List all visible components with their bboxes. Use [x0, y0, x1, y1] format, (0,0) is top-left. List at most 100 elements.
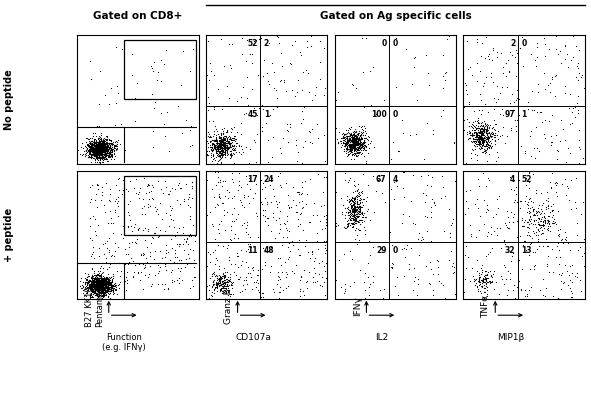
Point [90, 279, 100, 285]
Point [344, 136, 353, 142]
Point [95, 147, 105, 153]
Point [278, 287, 288, 293]
Point [213, 242, 223, 248]
Point [469, 130, 479, 136]
Point [96, 281, 105, 287]
Point [567, 290, 577, 296]
Point [348, 145, 358, 151]
Point [353, 139, 362, 145]
Point [112, 200, 122, 206]
Point [96, 279, 105, 286]
Point [105, 140, 114, 146]
Point [99, 285, 109, 291]
Point [121, 147, 130, 154]
Point [467, 132, 477, 138]
Point [391, 35, 401, 41]
Point [214, 146, 223, 152]
Point [87, 277, 97, 283]
Point [99, 146, 109, 152]
Point [353, 190, 363, 196]
Point [215, 145, 225, 152]
Point [93, 282, 102, 289]
Point [281, 268, 290, 275]
Point [91, 282, 100, 288]
Point [256, 35, 265, 41]
Point [426, 281, 435, 287]
Point [387, 264, 396, 270]
Point [107, 282, 116, 289]
Point [100, 143, 109, 149]
Point [526, 240, 535, 246]
Point [85, 282, 94, 288]
Point [226, 125, 235, 131]
Point [479, 80, 489, 86]
Point [574, 47, 583, 54]
Point [513, 257, 522, 264]
Point [102, 132, 111, 139]
Point [105, 142, 115, 149]
Point [89, 150, 98, 156]
Point [103, 282, 112, 288]
Point [236, 131, 246, 138]
Point [349, 156, 359, 162]
Point [467, 139, 476, 145]
Point [482, 124, 492, 130]
Point [540, 69, 549, 76]
Point [469, 129, 478, 136]
Point [97, 293, 106, 299]
Point [85, 184, 95, 190]
Point [93, 274, 102, 281]
Point [151, 223, 161, 230]
Point [342, 144, 352, 151]
Point [210, 284, 220, 290]
Point [349, 143, 359, 149]
Point [85, 149, 95, 155]
Point [352, 146, 362, 152]
Point [204, 77, 214, 83]
Point [359, 210, 368, 216]
Point [106, 283, 115, 289]
Point [124, 251, 133, 257]
Point [566, 177, 576, 183]
Point [538, 221, 548, 228]
Point [92, 279, 102, 286]
Point [346, 123, 356, 130]
Point [102, 292, 111, 298]
Point [505, 276, 515, 282]
Point [98, 153, 108, 160]
Point [91, 141, 100, 147]
Point [105, 140, 115, 147]
Point [90, 146, 99, 152]
Point [207, 142, 217, 148]
Point [96, 145, 106, 151]
Point [90, 288, 100, 294]
Point [94, 140, 103, 146]
Point [98, 290, 107, 296]
Point [97, 138, 106, 145]
Point [450, 178, 460, 184]
Point [544, 253, 553, 259]
Point [99, 276, 109, 282]
Point [108, 143, 117, 150]
Point [100, 143, 109, 149]
Point [98, 149, 108, 155]
Point [101, 138, 111, 145]
Point [222, 139, 232, 146]
Point [206, 145, 216, 152]
Point [263, 214, 272, 221]
Point [99, 290, 109, 296]
Point [398, 169, 407, 175]
Point [418, 236, 427, 242]
Point [99, 279, 108, 285]
Point [218, 137, 228, 143]
Point [215, 156, 224, 163]
Point [216, 145, 226, 151]
Point [348, 143, 357, 149]
Point [96, 142, 106, 148]
Point [357, 35, 366, 41]
Point [398, 130, 408, 136]
Point [90, 289, 100, 295]
Point [471, 275, 480, 282]
Point [86, 282, 96, 288]
Point [230, 145, 240, 151]
